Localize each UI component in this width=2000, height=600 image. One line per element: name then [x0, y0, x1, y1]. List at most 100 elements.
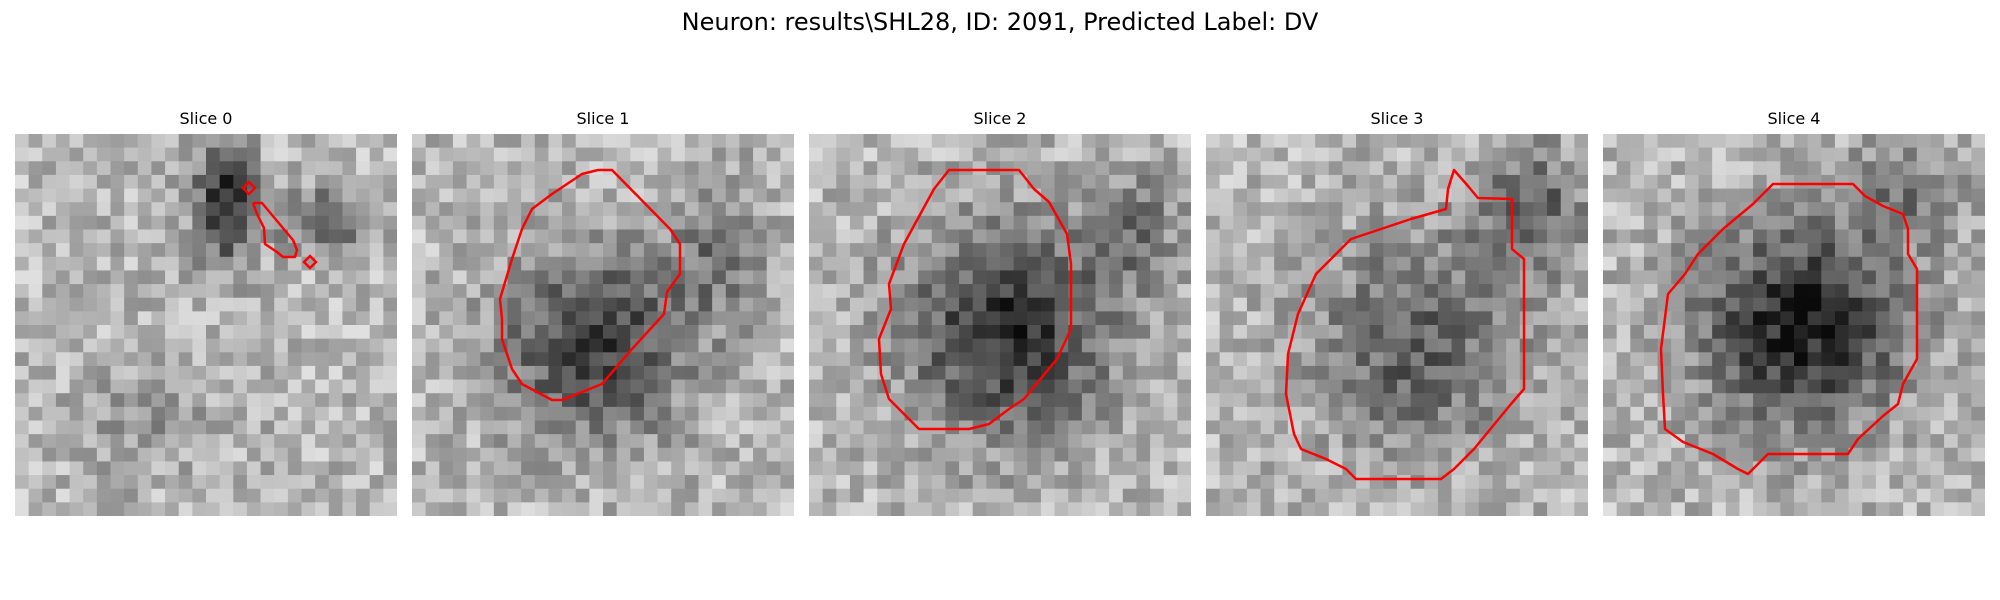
- pixel-cell: [83, 215, 98, 231]
- pixel-cell: [1889, 134, 1904, 149]
- pixel-cell: [356, 311, 371, 326]
- pixel-cell: [28, 379, 43, 394]
- pixel-cell: [698, 420, 713, 435]
- pixel-cell: [1424, 338, 1439, 353]
- pixel-cell: [1944, 447, 1959, 463]
- pixel-cell: [151, 284, 166, 299]
- pixel-cell: [1000, 161, 1015, 176]
- pixel-cell: [246, 284, 262, 299]
- pixel-cell: [1177, 243, 1191, 258]
- pixel-cell: [1424, 434, 1439, 449]
- pixel-cell: [1684, 147, 1700, 162]
- pixel-cell: [206, 161, 221, 176]
- pixel-cell: [1478, 488, 1494, 503]
- pixel-cell: [1506, 352, 1521, 367]
- pixel-cell: [1916, 311, 1932, 326]
- pixel-cell: [904, 174, 919, 190]
- pixel-cell: [849, 229, 865, 244]
- pixel-cell: [1875, 393, 1891, 408]
- pixel-cell: [328, 202, 344, 217]
- pixel-cell: [452, 379, 468, 394]
- pixel-cell: [1862, 134, 1877, 149]
- pixel-cell: [849, 174, 865, 190]
- pixel-cell: [671, 147, 686, 162]
- pixel-cell: [836, 284, 851, 299]
- pixel-cell: [69, 393, 84, 408]
- pixel-cell: [1397, 379, 1412, 394]
- pixel-cell: [1547, 434, 1562, 449]
- pixel-cell: [412, 461, 427, 476]
- pixel-cell: [836, 393, 851, 408]
- pixel-cell: [1643, 256, 1659, 272]
- pixel-cell: [1698, 502, 1713, 516]
- pixel-cell: [589, 147, 604, 162]
- pixel-cell: [562, 297, 577, 312]
- pixel-cell: [780, 243, 794, 258]
- pixel-cell: [931, 393, 947, 408]
- pixel-cell: [1930, 379, 1945, 394]
- pixel-cell: [1560, 147, 1575, 162]
- pixel-cell: [1766, 284, 1781, 299]
- pixel-cell: [753, 488, 768, 503]
- slice-4-panel: [1603, 134, 1985, 516]
- pixel-cell: [1889, 311, 1904, 326]
- pixel-cell: [1671, 147, 1686, 162]
- pixel-cell: [124, 352, 139, 367]
- pixel-cell: [96, 475, 112, 490]
- pixel-cell: [1040, 134, 1056, 149]
- pixel-cell: [1875, 202, 1891, 217]
- pixel-cell: [110, 147, 125, 162]
- pixel-cell: [1903, 393, 1918, 408]
- pixel-cell: [1794, 365, 1809, 381]
- pixel-cell: [1643, 134, 1659, 149]
- pixel-cell: [986, 188, 1001, 203]
- pixel-cell: [918, 161, 933, 176]
- pixel-cell: [1766, 161, 1781, 176]
- pixel-cell: [1206, 352, 1221, 367]
- pixel-cell: [28, 229, 43, 244]
- pixel-cell: [383, 502, 397, 516]
- pixel-cell: [412, 256, 427, 272]
- pixel-cell: [1383, 379, 1398, 394]
- pixel-cell: [1766, 147, 1781, 162]
- pixel-cell: [1957, 352, 1972, 367]
- pixel-cell: [233, 461, 248, 476]
- pixel-cell: [1834, 475, 1850, 490]
- pixel-cell: [1206, 461, 1221, 476]
- pixel-cell: [1233, 434, 1248, 449]
- pixel-cell: [493, 147, 509, 162]
- pixel-cell: [548, 270, 563, 285]
- pixel-cell: [630, 270, 645, 285]
- pixel-cell: [562, 284, 577, 299]
- pixel-cell: [1383, 434, 1398, 449]
- pixel-cell: [1794, 338, 1809, 353]
- pixel-cell: [1397, 461, 1412, 476]
- pixel-cell: [1875, 270, 1891, 285]
- pixel-cell: [1492, 502, 1507, 516]
- pixel-cell: [1451, 256, 1466, 272]
- pixel-cell: [1301, 311, 1316, 326]
- pixel-cell: [1000, 447, 1015, 463]
- pixel-cell: [1465, 502, 1480, 516]
- pixel-cell: [1122, 406, 1138, 422]
- pixel-cell: [890, 270, 906, 285]
- pixel-cell: [616, 215, 631, 231]
- pixel-cell: [1547, 134, 1562, 149]
- pixel-cell: [1916, 297, 1932, 312]
- pixel-cell: [931, 325, 947, 340]
- pixel-cell: [1109, 161, 1124, 176]
- pixel-cell: [1301, 393, 1316, 408]
- pixel-cell: [301, 311, 316, 326]
- pixel-cell: [836, 461, 851, 476]
- pixel-cell: [931, 461, 947, 476]
- pixel-cell: [69, 134, 84, 149]
- pixel-cell: [124, 461, 139, 476]
- pixel-cell: [480, 256, 495, 272]
- pixel-cell: [521, 393, 536, 408]
- pixel-cell: [1671, 393, 1686, 408]
- pixel-cell: [260, 270, 275, 285]
- pixel-cell: [562, 475, 577, 490]
- pixel-cell: [1177, 215, 1191, 231]
- pixel-cell: [1040, 243, 1056, 258]
- pixel-cell: [1889, 297, 1904, 312]
